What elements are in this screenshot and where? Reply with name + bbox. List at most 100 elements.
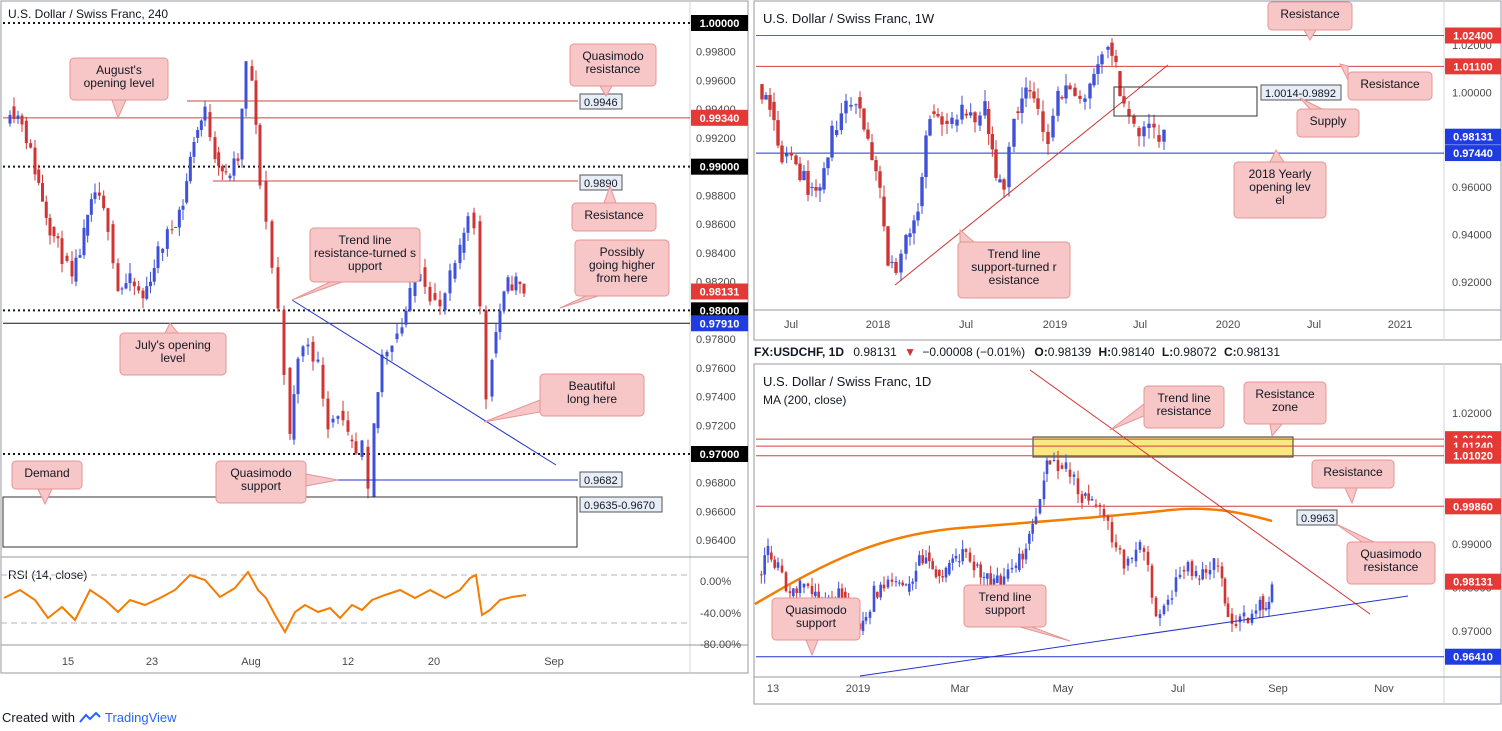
h4-candle-body <box>311 341 315 362</box>
h4-candle-body <box>37 169 41 183</box>
daily-chart[interactable]: U.S. Dollar / Swiss Franc, 1D MA (200, c… <box>753 363 1502 705</box>
h4-candle-body <box>514 276 518 291</box>
w-candle-body <box>878 171 882 188</box>
d-candle-body <box>1024 548 1028 560</box>
weekly-candles <box>760 38 1166 282</box>
weekly-chart[interactable]: U.S. Dollar / Swiss Franc, 1W 1.020001.0… <box>753 0 1502 341</box>
h4-level-tag-0.9682: 0.9682 <box>579 471 623 488</box>
svg-text:Quasimodo: Quasimodo <box>785 603 847 617</box>
svg-text:Beautiful: Beautiful <box>569 379 616 393</box>
w-candle-body <box>822 168 826 190</box>
d-candle-body <box>1186 562 1190 572</box>
svg-text:level: level <box>161 351 186 365</box>
d-candle-body <box>914 570 918 582</box>
h4-last-price-text: 0.98131 <box>700 287 740 299</box>
svg-text:upport: upport <box>348 259 383 273</box>
d-price-tag-text-2: 1.01020 <box>1453 451 1493 463</box>
d-candle-body <box>972 561 976 571</box>
d-candle-body <box>1031 523 1034 534</box>
h4-candle-body <box>111 224 115 264</box>
svg-text:support: support <box>241 479 282 493</box>
h4-level-tag-demand: 0.9635-0.9670 <box>579 496 663 513</box>
w-candle-body <box>894 261 898 273</box>
footer-brand[interactable]: TradingView <box>104 710 177 725</box>
w-candle-body <box>818 187 822 191</box>
h4-annotation-7: Demand <box>11 460 83 506</box>
svg-text:zone: zone <box>1272 400 1298 414</box>
d-candle-body <box>1094 504 1098 506</box>
w-candle-body <box>858 97 862 109</box>
h4-xtick-4: 20 <box>428 656 440 668</box>
h4-time-axis: 15 23 Aug 12 20 Sep <box>62 656 564 668</box>
h4-candle-body <box>478 221 482 307</box>
svg-text:from here: from here <box>596 271 648 285</box>
d-candle-body <box>1150 565 1154 598</box>
h4-candle-body <box>462 232 466 253</box>
d-last-price-text: 0.98131 <box>1453 577 1493 589</box>
h4-candle-body <box>448 270 452 294</box>
h4-candle-body <box>174 227 178 229</box>
d-candle-body <box>898 582 901 584</box>
d-candle-body <box>931 561 934 570</box>
svg-text:Resistance: Resistance <box>1255 387 1315 401</box>
w-price-tag-text-1: 1.01100 <box>1453 61 1492 73</box>
d-candle-body <box>921 555 924 564</box>
w-ytick-3: 0.96000 <box>1452 182 1492 194</box>
d-candle-body <box>776 562 780 568</box>
h4-candle-body <box>264 181 268 222</box>
ticker-down-icon: ▼ <box>904 345 916 359</box>
svg-text:Trend line: Trend line <box>988 247 1041 261</box>
d-candle-body <box>886 579 890 588</box>
h4-candle-body <box>428 286 432 302</box>
d-candle-body <box>941 576 944 578</box>
h4-candle-body <box>443 293 447 311</box>
daily-candles <box>760 450 1274 635</box>
d-candle-body <box>961 549 964 562</box>
w-candle-body <box>1147 123 1151 128</box>
daily-trendline-resistance <box>1029 369 1371 615</box>
h4-candle-body <box>236 158 240 161</box>
h4-xtick-5: Sep <box>544 656 564 668</box>
tradingview-logo-icon <box>79 711 101 723</box>
weekly-zone-tag: 1.0014-0.9892 <box>1260 84 1342 101</box>
svg-text:July's opening: July's opening <box>135 338 211 352</box>
h4-candle-body <box>97 192 101 196</box>
h4-candle-body <box>82 227 86 256</box>
d-candle-body <box>868 611 872 618</box>
w-candle-body <box>998 179 1002 183</box>
d-candle-body <box>1220 566 1224 579</box>
h4-candle-body <box>506 277 510 292</box>
d-candle-body <box>766 545 770 556</box>
d-candle-body <box>837 588 840 604</box>
w-candle-body <box>973 112 977 123</box>
w-candle-body <box>760 84 764 100</box>
w-candle-body <box>1064 85 1068 99</box>
d-price-tag-text-3: 0.99860 <box>1453 501 1493 513</box>
d-candle-body <box>1006 569 1010 579</box>
d-candle-body <box>1018 553 1021 570</box>
h4-candle-body <box>56 236 60 239</box>
svg-text:0.9682: 0.9682 <box>584 475 618 487</box>
w-xtick-7: 2021 <box>1388 319 1412 331</box>
w-candle-body <box>924 135 928 177</box>
h4-xtick-3: 12 <box>342 656 354 668</box>
d-candle-body <box>802 583 806 588</box>
ticker-symbol: FX:USDCHF, 1D <box>754 345 844 359</box>
d-candle-body <box>1223 578 1227 604</box>
d-candle-body <box>1242 612 1246 617</box>
d-candle-body <box>1170 598 1174 600</box>
d-annotation-2: Resistance <box>1311 459 1395 505</box>
d-candle-body <box>1002 576 1006 587</box>
d-candle-body <box>1110 522 1114 543</box>
d-candle-body <box>788 591 792 594</box>
h4-candle-body <box>354 441 358 454</box>
h4-ytick-17: 0.96600 <box>696 506 736 518</box>
d-candle-body <box>1102 508 1106 516</box>
d-candle-body <box>944 567 948 578</box>
weekly-time-axis: Jul 2018 Jul 2019 Jul 2020 Jul 2021 <box>784 319 1412 331</box>
h4-chart[interactable]: U.S. Dollar / Swiss Franc, 240 1.00000 0.… <box>0 0 749 674</box>
d-candle-body <box>1238 616 1242 623</box>
d-candle-body <box>1087 493 1090 501</box>
w-candle-body <box>1083 98 1087 102</box>
